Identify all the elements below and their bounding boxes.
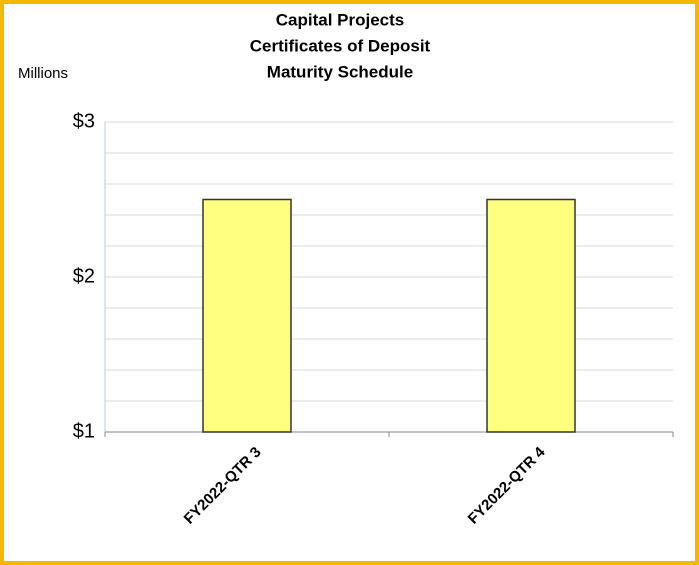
chart-title: Maturity Schedule [267, 62, 413, 81]
chart-title: Certificates of Deposit [250, 36, 431, 55]
bar [202, 198, 292, 433]
y-tick-label: $1 [73, 420, 95, 442]
y-tick-label: $3 [73, 110, 95, 132]
bar [486, 198, 576, 433]
chart-title: Capital Projects [276, 10, 405, 29]
y-axis-label: Millions [18, 65, 68, 82]
y-tick-label: $2 [73, 265, 95, 287]
